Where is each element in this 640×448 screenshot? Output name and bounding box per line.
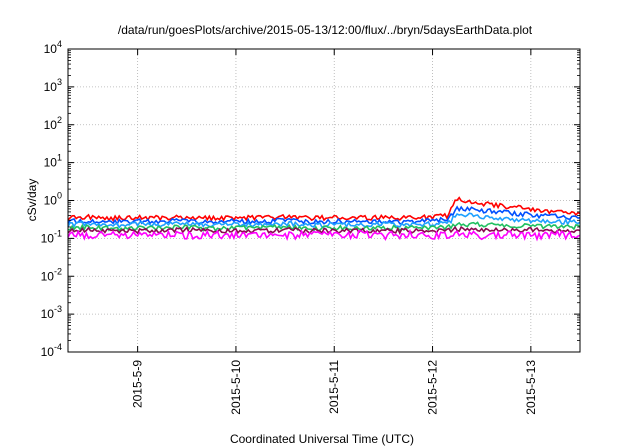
x-tick-label: 2015-5-13 [524, 360, 538, 415]
y-tick-label: 100 [44, 191, 62, 208]
series-layer [67, 196, 581, 242]
y-tick-label: 103 [44, 77, 62, 94]
grid [68, 49, 580, 352]
x-axis: 2015-5-9 2015-5-10 2015-5-11 2015-5-12 2015-… [131, 49, 538, 415]
series-line [67, 225, 581, 235]
x-axis-label: Coordinated Universal Time (UTC) [230, 432, 414, 446]
series-line [67, 196, 581, 223]
x-tick-label: 2015-5-9 [131, 360, 145, 408]
y-tick-label: 10-4 [41, 342, 62, 359]
y-axis: 10-4 10-3 10-2 10-1 100 101 102 103 104 [41, 39, 580, 359]
y-axis-label: cSv/day [25, 179, 39, 222]
chart-title: /data/run/goesPlots/archive/2015-05-13/1… [118, 23, 533, 37]
series-line [67, 228, 581, 242]
y-tick-label: 101 [44, 153, 62, 170]
y-tick-label: 104 [44, 39, 62, 56]
series-line [67, 205, 581, 226]
y-tick-label: 10-3 [41, 304, 62, 321]
y-tick-label: 10-1 [41, 228, 62, 245]
x-tick-label: 2015-5-12 [426, 360, 440, 415]
x-tick-label: 2015-5-11 [327, 360, 341, 414]
y-tick-label: 102 [44, 115, 62, 132]
x-tick-label: 2015-5-10 [229, 360, 243, 415]
series-line [67, 221, 581, 233]
y-tick-label: 10-2 [41, 266, 62, 283]
